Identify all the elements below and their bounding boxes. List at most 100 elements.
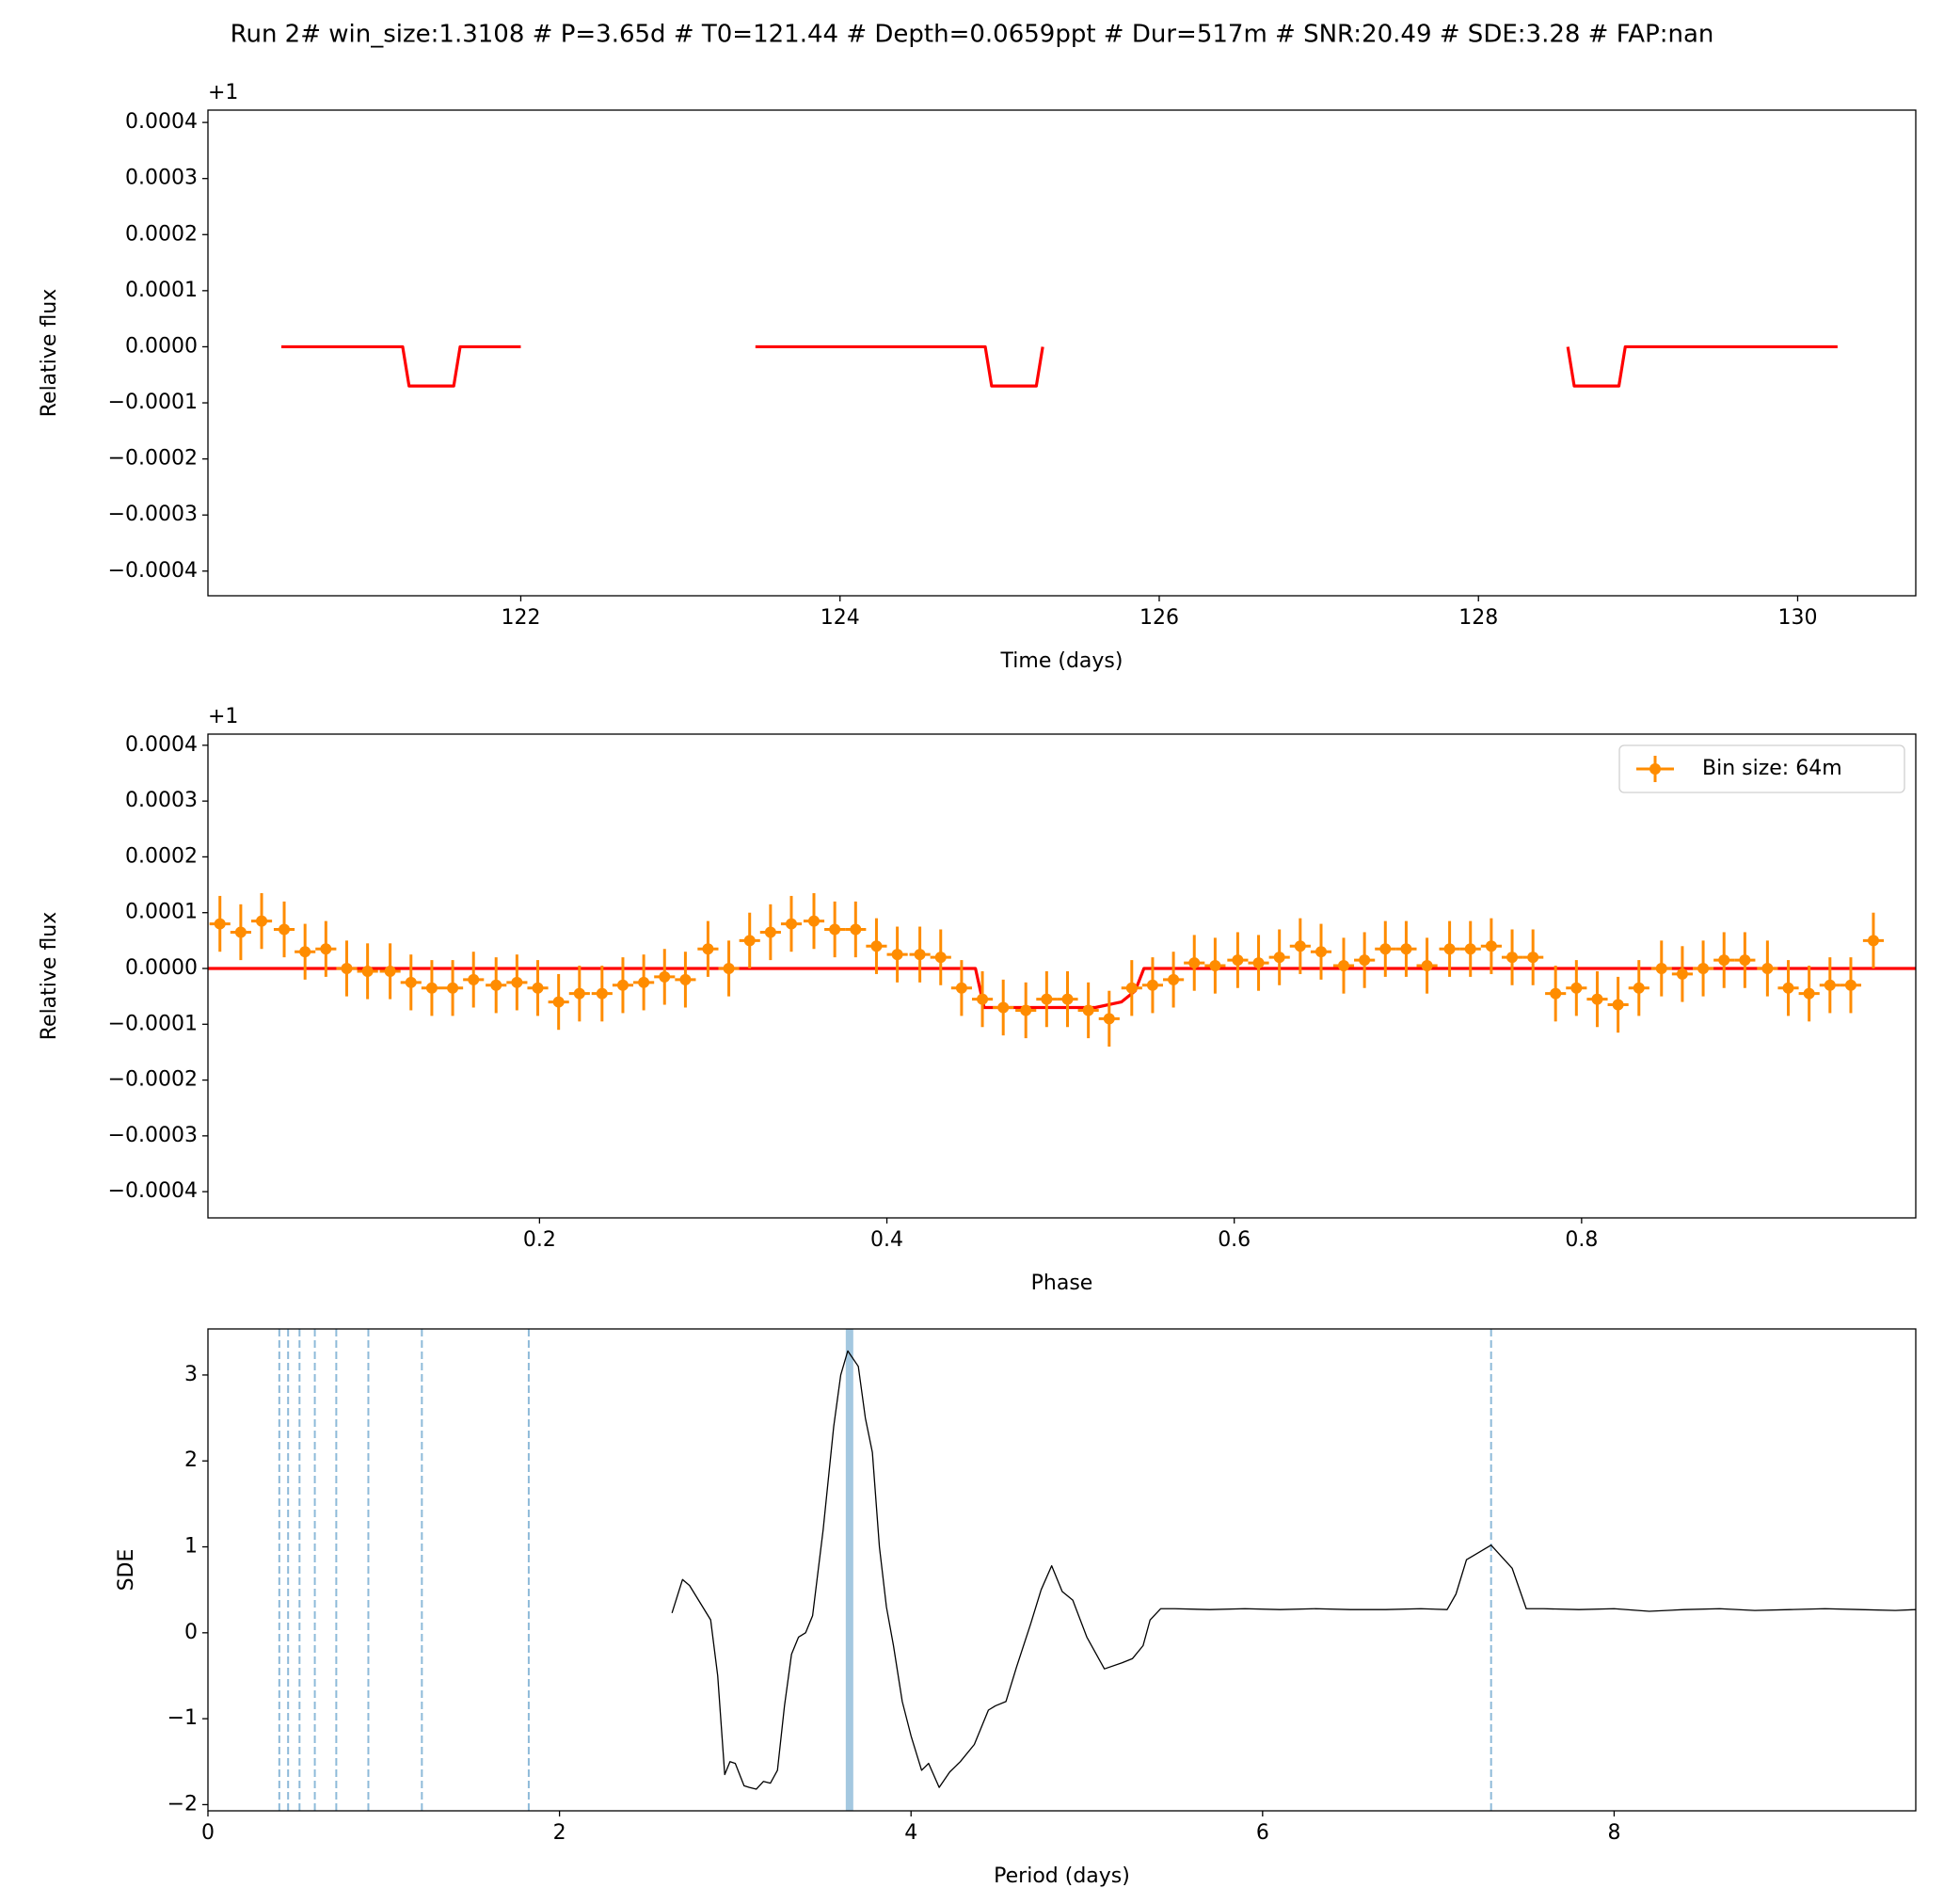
bin-point <box>1591 993 1603 1005</box>
bin-point <box>596 987 608 1000</box>
bin-point <box>1867 935 1879 947</box>
bin-point <box>256 915 268 927</box>
x-tick-label: 126 <box>1139 606 1179 630</box>
x-tick-label: 4 <box>904 1821 917 1845</box>
bin-point <box>1188 957 1201 969</box>
bin-point <box>723 962 735 974</box>
bin-point <box>1103 1013 1115 1025</box>
bin-point <box>1125 982 1138 994</box>
y-tick-label: −0.0003 <box>108 1124 198 1147</box>
bin-point <box>1061 993 1074 1005</box>
bin-point <box>1761 962 1774 974</box>
y-tick-label: 0.0001 <box>125 279 198 302</box>
bin-point <box>638 976 650 988</box>
bin-point <box>955 982 967 994</box>
plot-area <box>208 892 1916 1047</box>
bin-point <box>616 979 629 991</box>
legend-swatch-dot <box>1649 763 1661 775</box>
y-tick-label: −0.0001 <box>108 391 198 414</box>
x-tick-label: 6 <box>1256 1821 1269 1845</box>
bin-point <box>1294 940 1306 952</box>
bin-point <box>997 1001 1010 1014</box>
bin-point <box>1168 973 1180 985</box>
bin-point <box>808 915 821 927</box>
bin-point <box>234 926 247 938</box>
bin-point <box>468 973 480 985</box>
x-axis-label: Period (days) <box>994 1864 1130 1888</box>
bin-point <box>1337 960 1349 972</box>
bin-point <box>702 943 714 955</box>
x-axis-label: Time (days) <box>1000 649 1123 673</box>
bin-point <box>279 923 291 936</box>
y-tick-label: 0.0002 <box>125 844 198 868</box>
bin-point <box>1803 987 1815 1000</box>
bin-point <box>1273 952 1285 964</box>
bin-point <box>1570 982 1583 994</box>
bin-point <box>1655 962 1667 974</box>
bin-point <box>977 993 989 1005</box>
legend-box <box>1618 744 1905 793</box>
bin-point <box>573 987 585 1000</box>
y-axis-label: Relative flux <box>38 289 61 418</box>
bin-point <box>1020 1004 1032 1016</box>
x-tick-label: 128 <box>1458 606 1498 630</box>
y-tick-label: −0.0001 <box>108 1012 198 1035</box>
bin-point <box>1359 954 1371 967</box>
offset-label: +1 <box>208 81 238 104</box>
y-axis-label: SDE <box>115 1549 138 1592</box>
y-tick-label: 0.0000 <box>125 956 198 980</box>
plot-area <box>281 344 1838 388</box>
bin-point <box>1527 952 1539 964</box>
bin-point <box>1400 943 1412 955</box>
bin-point <box>341 962 353 974</box>
axes-frame <box>207 109 1917 597</box>
bin-point <box>1379 943 1392 955</box>
y-tick-label: −0.0002 <box>108 1068 198 1092</box>
bin-point <box>1612 999 1624 1011</box>
bin-point <box>934 952 947 964</box>
bin-point <box>1485 940 1497 952</box>
series-line <box>281 344 1838 388</box>
bin-point <box>405 976 417 988</box>
bin-point <box>1464 943 1476 955</box>
y-tick-label: 0.0004 <box>125 110 198 134</box>
bin-point <box>425 982 438 994</box>
bin-point <box>829 923 841 936</box>
bin-point <box>1633 982 1645 994</box>
x-tick-label: 124 <box>821 606 860 630</box>
bin-point <box>786 918 798 930</box>
plot-area <box>278 1329 1916 1811</box>
bin-point <box>870 940 883 952</box>
bin-point <box>679 973 692 985</box>
y-tick-label: 0.0003 <box>125 167 198 190</box>
bin-point <box>320 943 332 955</box>
bin-point <box>764 926 776 938</box>
bin-point <box>850 923 862 936</box>
x-tick-label: 2 <box>553 1821 566 1845</box>
axes-frame <box>207 1328 1917 1812</box>
bin-point <box>1315 946 1327 958</box>
bin-point <box>1782 982 1794 994</box>
bin-point <box>1082 1004 1094 1016</box>
bin-point <box>1232 954 1244 967</box>
bin-point <box>384 965 396 977</box>
y-tick-label: −0.0004 <box>108 559 198 583</box>
axes-frame <box>207 733 1917 1219</box>
bin-point <box>914 949 926 961</box>
y-tick-label: −2 <box>167 1792 198 1816</box>
bin-point <box>299 946 311 958</box>
bin-point <box>1824 979 1836 991</box>
bin-point <box>511 976 523 988</box>
bin-point <box>361 965 374 977</box>
y-tick-label: −0.0002 <box>108 447 198 471</box>
y-tick-label: 0 <box>184 1621 198 1644</box>
bin-point <box>490 979 502 991</box>
figure-title: Run 2# win_size:1.3108 # P=3.65d # T0=12… <box>231 21 1714 49</box>
bin-point <box>1443 943 1456 955</box>
bin-point <box>1844 979 1856 991</box>
y-tick-label: 0.0002 <box>125 222 198 246</box>
bin-point <box>743 935 756 947</box>
y-tick-label: −0.0003 <box>108 503 198 526</box>
y-tick-label: −0.0004 <box>108 1179 198 1203</box>
